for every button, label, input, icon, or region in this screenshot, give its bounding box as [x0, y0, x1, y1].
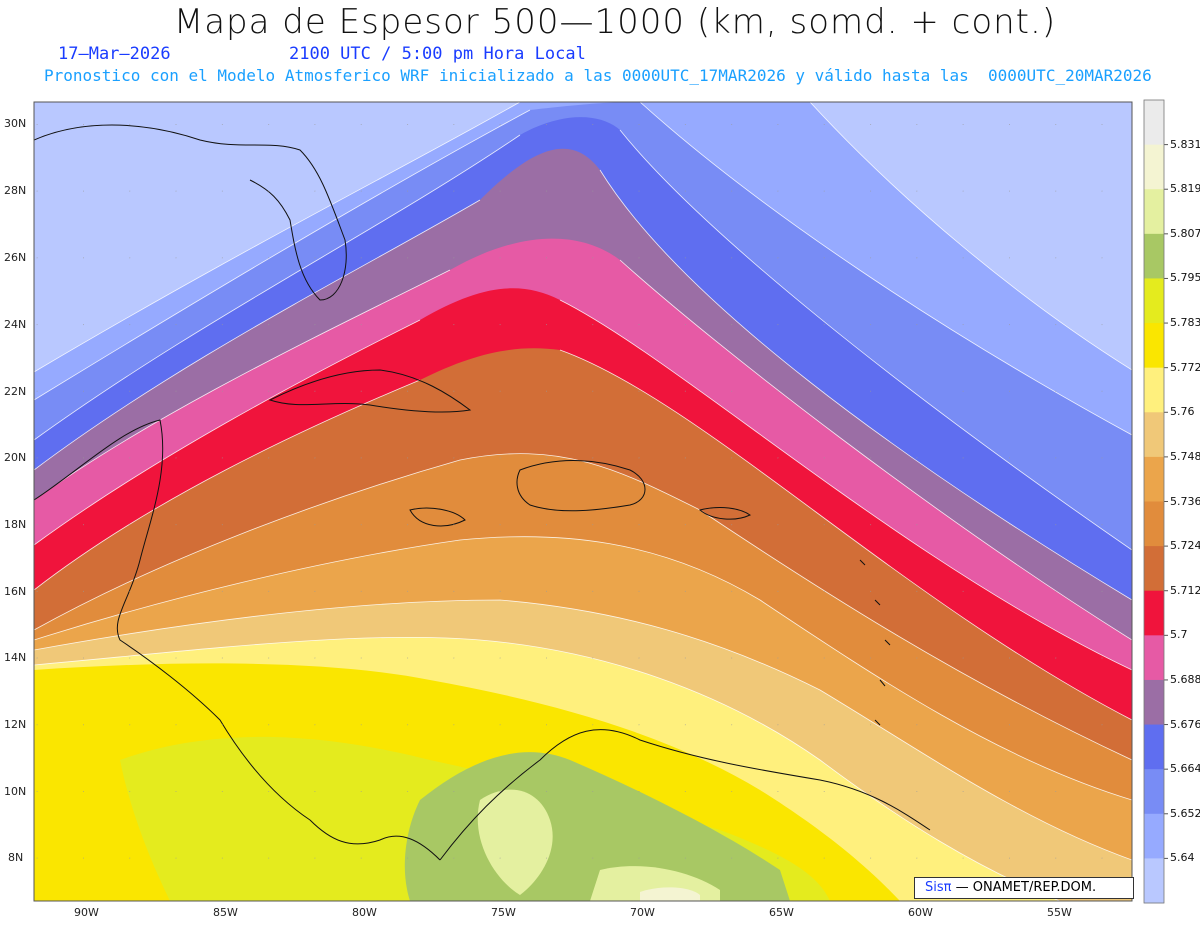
colorbar-label: 5.795: [1170, 271, 1200, 285]
lon-label-75w: 75W: [491, 906, 516, 919]
lon-label-90w: 90W: [74, 906, 99, 919]
colorbar-swatch: [1144, 278, 1164, 324]
lon-label-60w: 60W: [908, 906, 933, 919]
colorbar-swatch: [1144, 367, 1164, 413]
colorbar-label: 5.676: [1170, 717, 1200, 731]
colorbar-label: 5.736: [1170, 494, 1200, 508]
lon-label-65w: 65W: [769, 906, 794, 919]
colorbar-swatch: [1144, 590, 1164, 636]
lat-label-24n: 24N: [4, 318, 27, 331]
colorbar-swatch: [1144, 813, 1164, 859]
colorbar-swatch: [1144, 724, 1164, 770]
colorbar-swatch: [1144, 189, 1164, 235]
colorbar-swatch: [1144, 100, 1164, 146]
colorbar-label: 5.664: [1170, 762, 1200, 776]
colorbar-swatch: [1144, 323, 1164, 369]
colorbar-swatch: [1144, 858, 1164, 904]
lat-label-8n: 8N: [8, 851, 24, 864]
colorbar-label: 5.783: [1170, 316, 1200, 330]
credit-box: Sisπ — ONAMET/REP.DOM.: [914, 877, 1134, 899]
lat-label-16n: 16N: [4, 585, 27, 598]
lat-label-22n: 22N: [4, 385, 27, 398]
colorbar-swatch: [1144, 233, 1164, 279]
lat-label-18n: 18N: [4, 518, 27, 531]
colorbar-label: 5.7: [1170, 628, 1188, 642]
colorbar-label: 5.64: [1170, 851, 1195, 865]
colorbar-label: 5.724: [1170, 539, 1200, 553]
colorbar-swatch: [1144, 501, 1164, 547]
map-title: Mapa de Espesor 500—1000 (km, somd. + co…: [173, 2, 1057, 42]
colorbar-label: 5.819: [1170, 182, 1200, 196]
lat-label-20n: 20N: [4, 451, 27, 464]
forecast-time: 2100 UTC / 5:00 pm Hora Local: [289, 44, 586, 64]
colorbar-label: 5.748: [1170, 449, 1200, 463]
colorbar-swatch: [1144, 144, 1164, 190]
colorbar-swatch: [1144, 546, 1164, 592]
colorbar-label: 5.831: [1170, 137, 1200, 151]
lat-label-12n: 12N: [4, 718, 27, 731]
map-frame: [33, 101, 1133, 902]
credit-brand: Sisπ: [925, 880, 952, 895]
forecast-date: 17—Mar—2026: [58, 44, 171, 64]
lon-label-85w: 85W: [213, 906, 238, 919]
credit-text: — ONAMET/REP.DOM.: [955, 880, 1097, 895]
colorbar-swatch: [1144, 679, 1164, 726]
colorbar-swatch: [1144, 769, 1164, 815]
lat-label-28n: 28N: [4, 184, 27, 197]
colorbar: [1144, 100, 1168, 904]
lat-label-10n: 10N: [4, 785, 27, 798]
lon-label-55w: 55W: [1047, 906, 1072, 919]
colorbar-label: 5.772: [1170, 360, 1200, 374]
lat-label-26n: 26N: [4, 251, 27, 264]
lon-label-70w: 70W: [630, 906, 655, 919]
colorbar-swatch: [1144, 635, 1164, 681]
lon-label-80w: 80W: [352, 906, 377, 919]
lat-label-30n: 30N: [4, 117, 27, 130]
colorbar-label: 5.712: [1170, 583, 1200, 597]
colorbar-swatch: [1144, 412, 1164, 458]
thickness-shading: [34, 102, 1132, 901]
colorbar-label: 5.688: [1170, 672, 1200, 686]
colorbar-label: 5.652: [1170, 806, 1200, 820]
colorbar-label: 5.807: [1170, 226, 1200, 240]
forecast-info: Pronostico con el Modelo Atmosferico WRF…: [44, 66, 1152, 85]
colorbar-label: 5.76: [1170, 405, 1195, 419]
colorbar-swatch: [1144, 456, 1164, 502]
lat-label-14n: 14N: [4, 651, 27, 664]
